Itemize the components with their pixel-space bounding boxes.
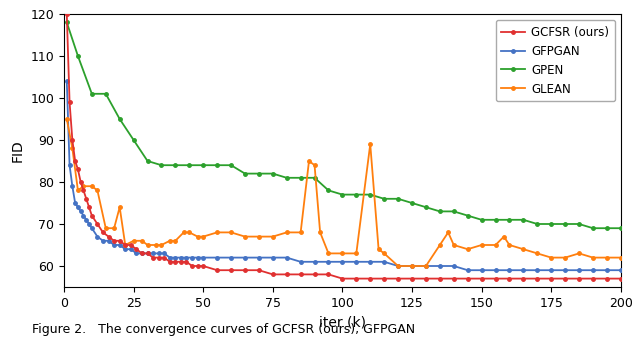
GPEN [200, 163, 207, 167]
GCFSR (ours) [339, 276, 346, 281]
GPEN [172, 163, 179, 167]
GPEN [143, 159, 151, 163]
GPEN [589, 226, 596, 230]
GFPGAN [132, 251, 140, 256]
GPEN [575, 222, 583, 226]
GLEAN [200, 234, 207, 239]
GLEAN [464, 247, 472, 251]
GPEN [436, 209, 444, 214]
GLEAN [324, 251, 332, 256]
GLEAN [617, 256, 625, 260]
GPEN [241, 172, 249, 176]
GPEN [380, 197, 388, 201]
GLEAN [68, 146, 76, 150]
X-axis label: iter (k): iter (k) [319, 315, 366, 329]
GPEN [366, 193, 374, 197]
GLEAN [394, 264, 402, 268]
GPEN [324, 188, 332, 193]
Y-axis label: FID: FID [11, 139, 25, 162]
GLEAN [63, 117, 70, 121]
GFPGAN [93, 234, 101, 239]
GFPGAN [143, 251, 151, 256]
GPEN [283, 176, 291, 180]
GPEN [603, 226, 611, 230]
GCFSR (ours) [149, 256, 157, 260]
GPEN [130, 138, 138, 142]
GPEN [408, 201, 416, 205]
GFPGAN [149, 251, 157, 256]
GLEAN [366, 142, 374, 146]
GPEN [116, 117, 124, 121]
GCFSR (ours) [63, 12, 70, 16]
GFPGAN [617, 268, 625, 272]
GPEN [422, 205, 430, 209]
GLEAN [380, 251, 388, 256]
GFPGAN [63, 79, 70, 83]
GPEN [339, 193, 346, 197]
GPEN [477, 218, 485, 222]
Line: GFPGAN: GFPGAN [65, 79, 623, 272]
GPEN [492, 218, 499, 222]
GPEN [617, 226, 625, 230]
Line: GPEN: GPEN [65, 21, 623, 230]
GPEN [394, 197, 402, 201]
GFPGAN [122, 247, 129, 251]
GPEN [157, 163, 165, 167]
GPEN [88, 92, 96, 96]
GPEN [450, 209, 458, 214]
Line: GCFSR (ours): GCFSR (ours) [65, 12, 623, 280]
Text: Figure 2.   The convergence curves of GCFSR (ours), GFPGAN: Figure 2. The convergence curves of GCFS… [32, 323, 415, 336]
GPEN [464, 214, 472, 218]
GFPGAN [310, 260, 318, 264]
GPEN [534, 222, 541, 226]
GPEN [353, 193, 360, 197]
GFPGAN [464, 268, 472, 272]
GPEN [269, 172, 276, 176]
GCFSR (ours) [93, 222, 101, 226]
GPEN [310, 176, 318, 180]
GCFSR (ours) [132, 247, 140, 251]
GCFSR (ours) [122, 243, 129, 247]
GPEN [186, 163, 193, 167]
GPEN [297, 176, 305, 180]
Legend: GCFSR (ours), GFPGAN, GPEN, GLEAN: GCFSR (ours), GFPGAN, GPEN, GLEAN [495, 20, 615, 102]
GPEN [547, 222, 555, 226]
GCFSR (ours) [310, 272, 318, 276]
Line: GLEAN: GLEAN [65, 117, 623, 268]
GPEN [227, 163, 235, 167]
GPEN [74, 54, 82, 58]
GPEN [561, 222, 569, 226]
GCFSR (ours) [143, 251, 151, 256]
GPEN [102, 92, 109, 96]
GPEN [213, 163, 221, 167]
GPEN [63, 20, 70, 24]
GPEN [255, 172, 263, 176]
GPEN [506, 218, 513, 222]
GPEN [520, 218, 527, 222]
GCFSR (ours) [617, 276, 625, 281]
